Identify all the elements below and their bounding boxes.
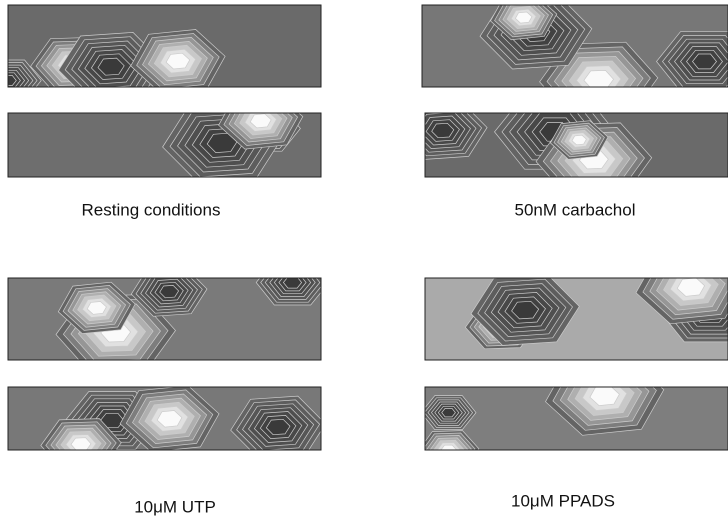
contours: [8, 29, 226, 87]
contour: [156, 410, 183, 428]
map-frame: [7, 112, 322, 178]
contour: [676, 278, 706, 297]
contour-map: [424, 386, 728, 451]
map-frame: [7, 386, 322, 451]
contour: [8, 75, 17, 86]
map-frame: [424, 277, 728, 361]
contour: [511, 300, 540, 320]
contour-maps: [7, 4, 728, 451]
contour: [583, 70, 614, 87]
contours: [55, 278, 321, 360]
contours: [464, 278, 728, 350]
contours: [479, 5, 728, 87]
contour: [86, 301, 107, 315]
caption: 10μM UTP: [134, 497, 216, 516]
contour-map: [421, 4, 728, 88]
contour: [514, 11, 533, 24]
map-frame: [7, 4, 322, 88]
contour: [431, 122, 455, 139]
map-frame: [7, 277, 322, 361]
map-frame: [424, 386, 728, 451]
caption: 50nM carbachol: [515, 200, 636, 219]
contour: [159, 285, 180, 299]
contour: [571, 134, 587, 146]
contours: [162, 113, 304, 177]
contour: [97, 57, 125, 76]
contour-map: [424, 112, 728, 178]
contour: [441, 408, 456, 418]
caption: Resting conditions: [82, 200, 221, 219]
contour-map: [7, 4, 322, 88]
contour: [265, 418, 291, 436]
contour: [282, 278, 303, 289]
contour: [165, 52, 191, 70]
map-frame: [421, 4, 728, 88]
map-frame: [424, 112, 728, 178]
contours: [425, 113, 653, 177]
contour-map: [7, 112, 322, 178]
contours: [40, 387, 321, 450]
contour-map: [7, 386, 322, 451]
contour-map: [7, 277, 322, 361]
contour: [70, 437, 92, 450]
contour: [692, 53, 717, 70]
contours: [425, 387, 665, 450]
contour-map: [424, 277, 728, 361]
contour: [249, 113, 272, 129]
caption: 10μM PPADS: [511, 491, 615, 510]
